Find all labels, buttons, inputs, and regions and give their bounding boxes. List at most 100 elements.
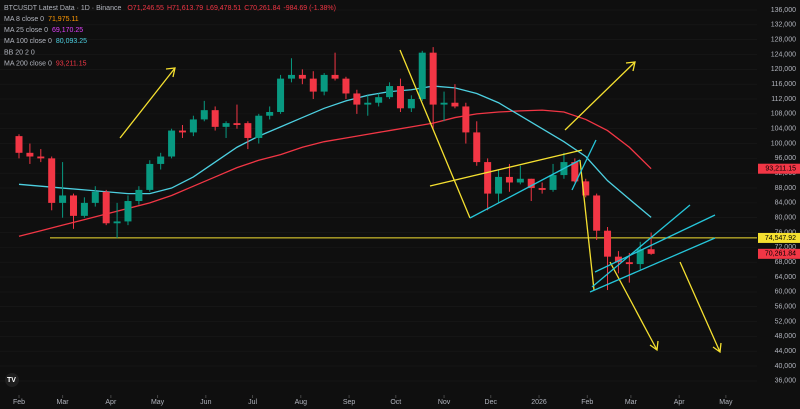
candle-body bbox=[211, 110, 219, 127]
candle-body bbox=[505, 176, 513, 183]
candle-body bbox=[15, 136, 23, 153]
x-tick-label: May bbox=[151, 399, 165, 406]
ohlc: O71,246.55 H71,613.79 L69,478.51 C70,261.84… bbox=[127, 5, 336, 12]
y-tick-label: 120,000 bbox=[771, 66, 796, 73]
candle-body bbox=[309, 78, 317, 92]
price-label-box bbox=[758, 232, 800, 243]
candle-body bbox=[69, 195, 77, 216]
ohlc-value: H71,613.79 bbox=[167, 5, 203, 12]
candle-body bbox=[407, 99, 415, 109]
y-tick-label: 76,000 bbox=[775, 229, 797, 236]
candle-body bbox=[37, 156, 45, 159]
x-tick-label: Nov bbox=[438, 399, 451, 406]
indicator-name: MA 200 close 0 bbox=[4, 61, 52, 68]
candle-body bbox=[244, 123, 252, 138]
logo: TV bbox=[5, 373, 19, 387]
ma-line bbox=[18, 109, 652, 237]
legend-header: BTCUSDT Latest Data · 1D · Binance bbox=[4, 5, 121, 12]
ohlc-value: C70,261.84 bbox=[244, 5, 280, 12]
price-label: 74,547.92 bbox=[765, 235, 796, 242]
y-tick-label: 48,000 bbox=[775, 333, 797, 340]
svg-text:TV: TV bbox=[7, 377, 16, 384]
candle-body bbox=[113, 221, 121, 224]
price-label-box bbox=[758, 163, 800, 174]
y-tick-label: 80,000 bbox=[775, 215, 797, 222]
x-tick-label: Oct bbox=[390, 399, 401, 406]
candle-body bbox=[168, 130, 176, 157]
indicator-value: 69,170.25 bbox=[52, 27, 83, 34]
x-tick-label: Mar bbox=[57, 399, 70, 406]
drawings bbox=[119, 49, 722, 354]
candle-body bbox=[255, 115, 263, 138]
y-tick-label: 44,000 bbox=[775, 348, 797, 355]
symbol-title: BTCUSDT Latest Data · 1D · Binance bbox=[4, 5, 121, 12]
x-tick-label: Feb bbox=[13, 399, 25, 406]
candle-body bbox=[26, 152, 34, 157]
candle-body bbox=[462, 106, 470, 133]
candle-body bbox=[604, 230, 612, 257]
x-tick-label: May bbox=[719, 399, 733, 406]
candle-body bbox=[593, 195, 601, 231]
y-tick-label: 132,000 bbox=[771, 22, 796, 29]
price-label: 93,211.15 bbox=[765, 166, 796, 173]
candle-body bbox=[571, 162, 579, 182]
candle-body bbox=[200, 110, 208, 120]
indicator-name: MA 100 close 0 bbox=[4, 38, 52, 45]
indicator-name: MA 8 close 0 bbox=[4, 16, 44, 23]
y-tick-label: 52,000 bbox=[775, 318, 797, 325]
candle-body bbox=[277, 78, 285, 113]
indicator-name: MA 25 close 0 bbox=[4, 27, 48, 34]
candle-body bbox=[320, 74, 328, 92]
candle-body bbox=[287, 74, 295, 79]
candle-body bbox=[298, 74, 306, 79]
x-tick-label: Apr bbox=[105, 399, 117, 406]
candle-body bbox=[538, 188, 546, 190]
candle-body bbox=[375, 97, 383, 103]
indicator-value: 71,975.11 bbox=[48, 16, 79, 23]
candle-body bbox=[353, 93, 361, 105]
candle-body bbox=[331, 74, 339, 79]
x-tick-label: Apr bbox=[674, 399, 686, 406]
y-tick-label: 72,000 bbox=[775, 244, 797, 251]
x-tick-label: Feb bbox=[581, 399, 593, 406]
y-tick-label: 68,000 bbox=[775, 259, 797, 266]
x-tick-label: Jun bbox=[200, 399, 211, 406]
y-tick-label: 96,000 bbox=[775, 155, 797, 162]
candle-body bbox=[157, 156, 165, 164]
indicator-name: BB 20 2 0 bbox=[4, 49, 35, 56]
candle-body bbox=[549, 175, 557, 190]
candle-body bbox=[48, 158, 56, 203]
candle-body bbox=[222, 123, 230, 127]
ohlc-value: O71,246.55 bbox=[127, 5, 164, 12]
y-tick-label: 88,000 bbox=[775, 185, 797, 192]
candle-body bbox=[636, 249, 644, 265]
candle-body bbox=[516, 178, 524, 183]
price-label: 70,261.84 bbox=[765, 251, 796, 258]
y-tick-label: 104,000 bbox=[771, 126, 796, 133]
candle-body bbox=[124, 201, 132, 222]
candle-body bbox=[266, 112, 274, 116]
candle-body bbox=[91, 191, 99, 203]
candle-body bbox=[582, 181, 590, 196]
price-label-box bbox=[758, 248, 800, 259]
ohlc-value: L69,478.51 bbox=[206, 5, 241, 12]
candle-body bbox=[484, 162, 492, 194]
candle-body bbox=[396, 86, 404, 109]
y-tick-label: 64,000 bbox=[775, 274, 797, 281]
candle-body bbox=[418, 52, 426, 100]
candle-body bbox=[614, 256, 622, 263]
candle-body bbox=[102, 191, 110, 224]
x-tick-label: Jul bbox=[248, 399, 257, 406]
x-tick-label: Aug bbox=[295, 399, 308, 406]
price-axis-bg bbox=[757, 0, 800, 409]
candle-body bbox=[80, 202, 88, 216]
candle-body bbox=[451, 102, 459, 107]
candle-body bbox=[233, 123, 241, 125]
candle-body bbox=[146, 163, 154, 190]
y-tick-label: 84,000 bbox=[775, 200, 797, 207]
candle-body bbox=[647, 249, 655, 254]
candle-body bbox=[625, 262, 633, 265]
candle-body bbox=[342, 78, 350, 94]
x-tick-label: Mar bbox=[625, 399, 638, 406]
